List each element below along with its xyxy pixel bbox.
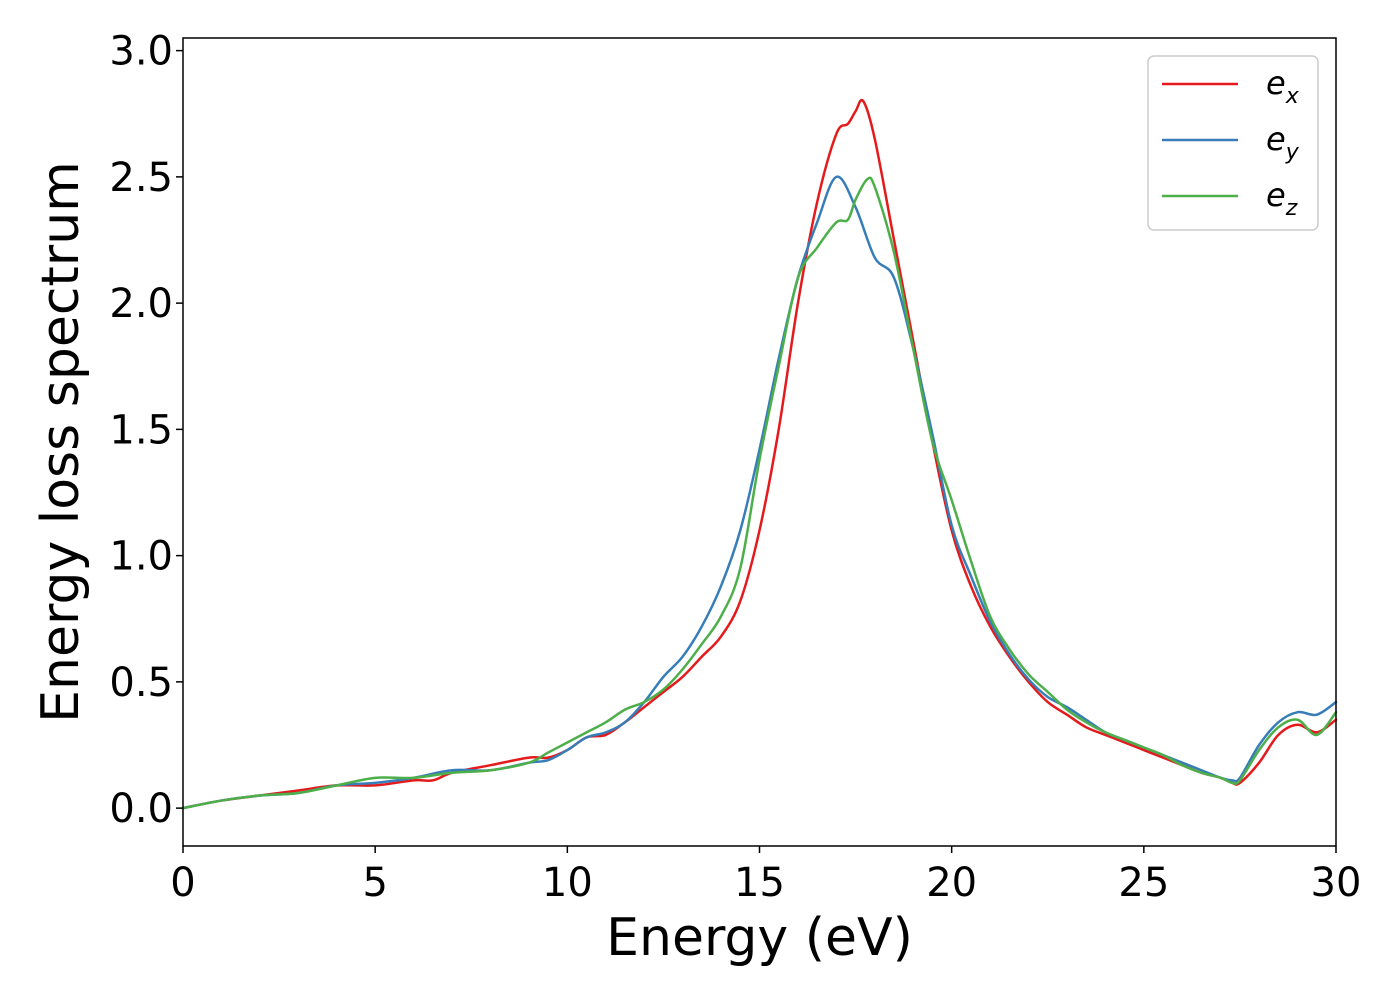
legend: ex ey ez [1147, 55, 1319, 231]
plot-area [183, 38, 1336, 846]
x-tick-label: 10 [542, 860, 593, 906]
legend-label-y: ey [1266, 120, 1300, 165]
x-tick-label: 20 [926, 860, 977, 906]
x-tick-label: 15 [734, 860, 785, 906]
y-tick-label: 1.5 [109, 407, 173, 453]
x-tick-label: 0 [170, 860, 195, 906]
series-layer [181, 98, 1338, 810]
y-axis-ticks: 0.0 0.5 1.0 1.5 2.0 2.5 3.0 [109, 29, 183, 832]
legend-box [1147, 55, 1319, 231]
y-tick-label: 2.5 [109, 155, 173, 201]
y-tick-label: 0.0 [109, 786, 173, 832]
series-line-z [181, 176, 1338, 810]
x-axis-title: Energy (eV) [606, 908, 913, 968]
x-tick-label: 5 [362, 860, 387, 906]
x-tick-label: 25 [1118, 860, 1169, 906]
legend-label-x: ex [1266, 64, 1300, 109]
y-tick-label: 1.0 [109, 534, 173, 580]
y-tick-label: 0.5 [109, 660, 173, 706]
y-axis-title: Energy loss spectrum [31, 161, 91, 723]
series-line-x [181, 98, 1338, 810]
y-tick-label: 2.0 [109, 281, 173, 327]
y-tick-label: 3.0 [109, 29, 173, 75]
legend-label-z: ez [1266, 176, 1298, 221]
x-axis-ticks: 0 5 10 15 20 25 30 [170, 846, 1361, 906]
x-tick-label: 30 [1311, 860, 1362, 906]
